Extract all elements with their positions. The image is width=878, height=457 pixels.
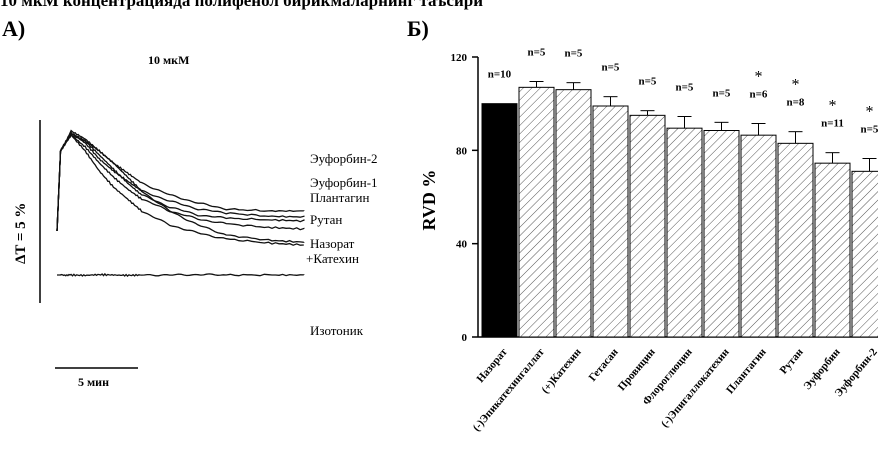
- concentration-label: 10 мкМ: [148, 53, 189, 67]
- trace-line: [56, 129, 305, 232]
- bar-chart: RVD % 0 40 80 120 n=10 n=5 n=5 n=5 n=5 n=5 n=5 n=6…: [419, 47, 878, 434]
- trace-label: Плантагин: [310, 190, 370, 205]
- n-label: n=5: [676, 82, 694, 94]
- trace-line: [56, 133, 304, 246]
- x-scale-label: 5 мин: [78, 375, 109, 389]
- panel-b-label: Б): [407, 16, 429, 41]
- significance-mark: *: [829, 98, 837, 115]
- y-scale-label: ΔT = 5 %: [13, 203, 29, 264]
- n-label: n=5: [639, 76, 657, 88]
- n-label: n=5: [528, 47, 546, 59]
- bar: [481, 103, 518, 338]
- bar: [518, 86, 555, 338]
- page-title: 10 мкМ концентрацияда полифенол бирикмал…: [0, 0, 483, 10]
- trace-panel: 10 мкМ ΔT = 5 % 5 мин Эуфорбин-2 Эуфорбин…: [13, 53, 378, 389]
- bar: [666, 127, 703, 338]
- significance-mark: *: [755, 69, 763, 86]
- x-tick-label: (+)Катехин: [539, 346, 584, 396]
- bar: [592, 105, 629, 338]
- bar: [851, 170, 878, 338]
- n-label: n=11: [821, 118, 844, 130]
- n-label: n=5: [565, 48, 583, 60]
- n-label: n=5: [713, 87, 731, 99]
- n-label: n=5: [602, 62, 620, 74]
- trace-label: Эуфорбин-2: [310, 151, 378, 166]
- significance-mark: *: [792, 77, 800, 94]
- y-tick-label: 0: [462, 332, 468, 344]
- trace-label: Эуфорбин-1: [310, 175, 378, 190]
- bar: [629, 114, 666, 338]
- x-tick-label: Назорат: [474, 346, 510, 385]
- y-tick-label: 120: [451, 52, 468, 64]
- x-tick-label: (-)Эпикатехингаллат: [471, 346, 548, 434]
- x-tick-label: (-)Эпигаллокатехин: [659, 346, 732, 430]
- n-label: n=6: [750, 89, 768, 101]
- x-tick-label: Рутан: [778, 346, 807, 377]
- y-tick-label: 40: [456, 239, 468, 251]
- trace-line: [57, 272, 305, 277]
- x-tick-label: Гетасан: [587, 346, 622, 384]
- bar: [740, 134, 777, 338]
- y-axis-title: RVD %: [419, 170, 439, 231]
- trace-label: Рутан: [310, 212, 342, 227]
- panel-a-label: А): [2, 16, 26, 41]
- trace-label: Назорат +Катехин: [306, 236, 359, 266]
- n-label: n=5: [861, 124, 878, 136]
- bar: [555, 89, 592, 338]
- significance-mark: *: [866, 104, 874, 121]
- y-tick-label: 80: [456, 145, 468, 157]
- bar: [777, 142, 814, 338]
- trace-line: [56, 131, 305, 244]
- n-label: n=10: [488, 69, 512, 81]
- bar: [703, 130, 740, 338]
- n-label: n=8: [787, 97, 805, 109]
- bar: [814, 162, 851, 338]
- trace-label: Изотоник: [310, 323, 364, 338]
